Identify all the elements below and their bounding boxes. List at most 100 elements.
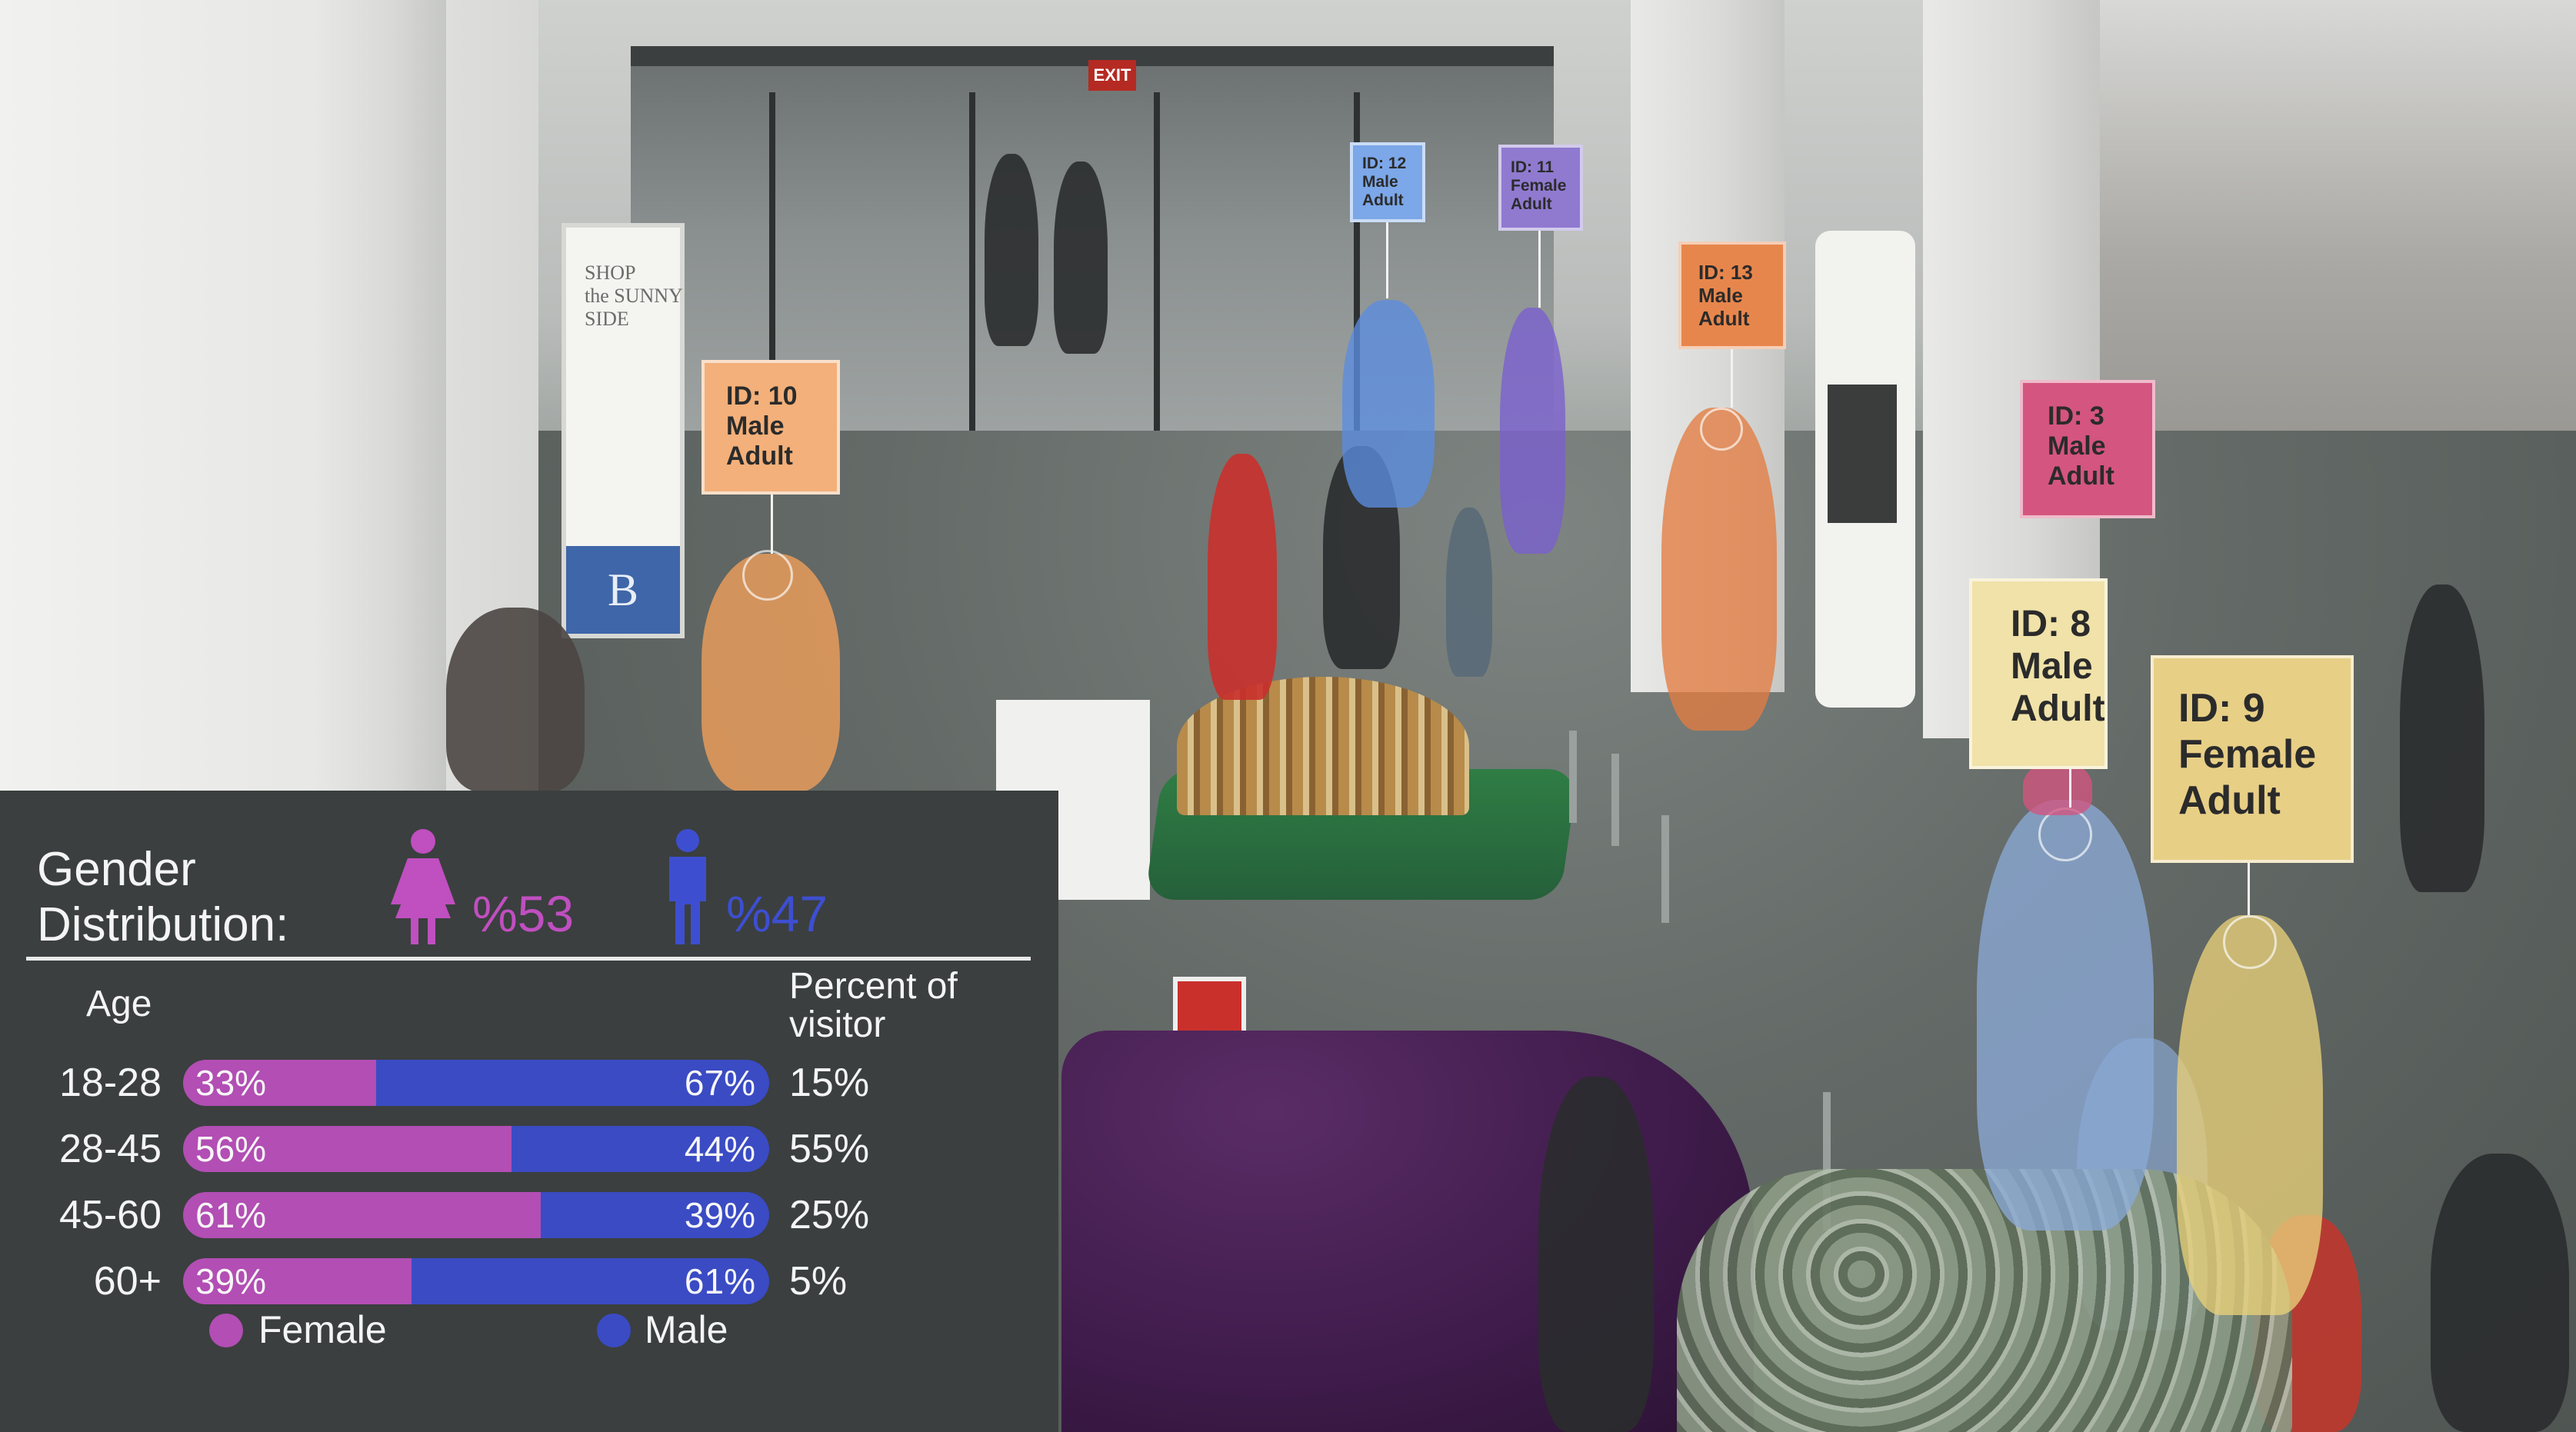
stanchion [1823,1092,1831,1231]
head-marker [1700,408,1743,451]
person-silhouette [1208,454,1277,700]
door-frame [969,92,975,477]
id-tag-3: ID: 3 Male Adult [2020,380,2155,518]
tag-connector [771,492,773,554]
tag-age: Adult [2178,778,2281,823]
person-silhouette [2400,584,2484,892]
age-group-label: 28-45 [59,1127,162,1171]
tag-connector [1538,231,1541,308]
id-tag-9: ID: 9 Female Adult [2151,655,2354,863]
tag-id: ID: 3 [2048,401,2104,431]
tracked-person-3 [2023,761,2092,815]
tag-gender: Male [2011,646,2093,688]
tag-connector [2069,769,2071,808]
person-silhouette [985,154,1038,346]
stanchion [1569,731,1577,823]
door-frame [1354,92,1360,477]
male-legend-label: Male [645,1308,728,1351]
age-group-label: 45-60 [59,1193,162,1237]
signage-logo-letter: B [607,564,639,615]
tag-gender: Male [1698,283,1743,307]
tag-id: ID: 9 [2178,686,2265,731]
female-share: 39% [183,1258,412,1304]
female-share: 61% [183,1192,541,1238]
panel-title: Gender Distribution: [37,842,288,953]
gender-bar: 61% 39% [183,1192,769,1238]
stanchion [1661,815,1669,923]
person-silhouette [1446,508,1492,677]
age-column-header: Age [86,984,152,1024]
tracked-person-13 [1661,408,1777,731]
person-silhouette [446,608,585,792]
tag-age: Adult [2011,688,2105,730]
exit-sign: EXIT [1088,60,1136,91]
panel-title-line1: Gender [37,843,196,896]
female-share: 56% [183,1126,512,1172]
age-group-label: 60+ [93,1259,162,1304]
gender-bar: 33% 67% [183,1060,769,1106]
pillar [308,0,446,792]
id-tag-13: ID: 13 Male Adult [1678,241,1786,349]
id-tag-11: ID: 11 Female Adult [1498,145,1583,231]
stanchion [1611,754,1619,846]
signage-text: SHOP the SUNNY SIDE [585,261,683,330]
female-legend-label: Female [258,1308,387,1351]
tag-gender: Male [1362,173,1398,191]
tag-age: Adult [1362,191,1404,210]
tag-age: Adult [726,441,793,471]
red-sign [1173,977,1246,1038]
visitor-percent: 15% [789,1061,870,1105]
signage-logo: B [566,546,680,634]
female-icon [391,829,455,944]
male-percent: %47 [726,885,828,942]
tracked-person-9 [2177,915,2323,1315]
tag-age: Adult [1698,306,1750,330]
tag-age: Adult [2048,461,2114,491]
tracked-person-11 [1500,308,1565,554]
tracked-person-12 [1342,300,1435,508]
head-marker [742,550,793,601]
tag-id: ID: 8 [2011,604,2091,644]
tracked-person-8 [1977,800,2154,1231]
male-icon [669,829,706,944]
gender-stats-panel [0,791,1058,1432]
female-legend-dot [209,1314,243,1347]
percent-column-header: Percent of visitor [789,967,958,1044]
person-silhouette [1054,162,1108,354]
head-marker [2223,915,2277,969]
tag-gender: Female [2178,731,2317,777]
tag-connector [1386,221,1388,298]
panel-divider [26,957,1031,961]
tag-age: Adult [1511,195,1552,214]
id-tag-12: ID: 12 Male Adult [1350,142,1425,222]
id-tag-8: ID: 8 Male Adult [1969,578,2108,769]
left-wall [0,0,538,792]
door-frame [769,92,775,477]
male-share: 67% [376,1060,769,1106]
visitor-percent: 5% [789,1259,848,1304]
tag-gender: Male [726,411,785,441]
gender-bar: 56% 44% [183,1126,769,1172]
percent-header-line2: visitor [789,1004,886,1045]
age-group-label: 18-28 [59,1061,162,1105]
visitor-percent: 25% [789,1193,870,1237]
panel-title-line2: Distribution: [37,898,289,951]
head-marker [2038,808,2092,861]
gender-bar: 39% 61% [183,1258,769,1304]
kiosk-screen [1828,385,1897,523]
male-share: 61% [412,1258,769,1304]
door-frame [1154,92,1160,477]
male-legend-dot [597,1314,631,1347]
tag-connector [1731,346,1733,408]
female-share: 33% [183,1060,377,1106]
person-silhouette [2431,1154,2569,1432]
male-share: 44% [511,1126,769,1172]
male-share: 39% [540,1192,769,1238]
tag-id: ID: 11 [1511,158,1555,176]
can-display-top [1177,677,1469,815]
tag-id: ID: 12 [1362,155,1407,172]
id-tag-10: ID: 10 Male Adult [701,360,840,495]
visitor-percent: 55% [789,1127,870,1171]
female-percent: %53 [472,885,575,942]
tag-gender: Female [1511,177,1567,195]
